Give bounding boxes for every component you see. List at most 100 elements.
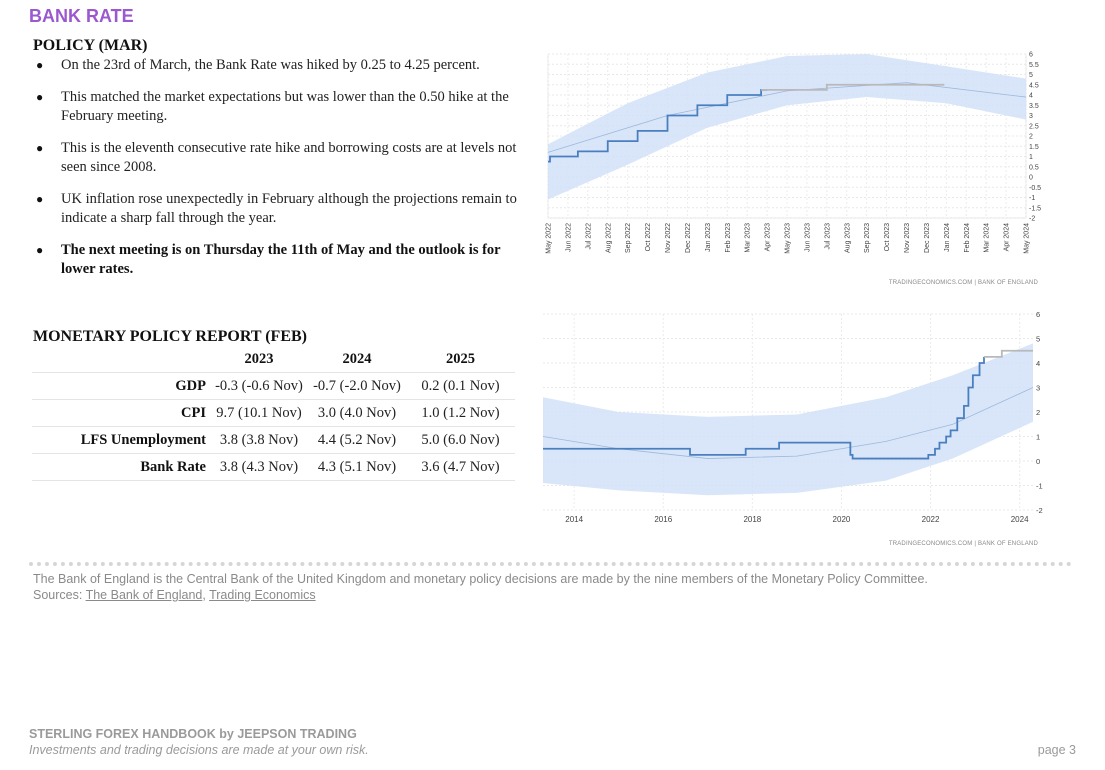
monetary-policy-table: 2023 2024 2025 GDP -0.3 (-0.6 Nov) -0.7 … bbox=[32, 349, 515, 481]
policy-bullet-list: On the 23rd of March, the Bank Rate was … bbox=[33, 56, 518, 292]
y-tick-label: 4 bbox=[1036, 359, 1040, 368]
y-tick-label: -1.5 bbox=[1029, 205, 1041, 212]
table-header-row: 2023 2024 2025 bbox=[32, 349, 515, 373]
chart-1-svg: 65.554.543.532.521.510.50-0.5-1-1.5-2May… bbox=[546, 52, 1042, 287]
table-cell: 4.4 (5.2 Nov) bbox=[308, 426, 406, 454]
chart-bank-rate-history: 6 5 4 3 2 1 0 -1 -2 2014 2016 2018 2020 2022 2024 TRADI… bbox=[538, 306, 1048, 550]
table-cell: -0.7 (-2.0 Nov) bbox=[308, 372, 406, 400]
y-tick-label: 4 bbox=[1029, 93, 1033, 100]
x-tick-label: Dec 2023 bbox=[924, 223, 931, 253]
x-tick-label: Aug 2023 bbox=[844, 223, 851, 253]
report-heading: MONETARY POLICY REPORT (FEB) bbox=[33, 328, 307, 345]
table-cell: 9.7 (10.1 Nov) bbox=[210, 399, 308, 427]
y-tick-label: -1 bbox=[1029, 195, 1035, 202]
x-tick-label: Mar 2024 bbox=[984, 223, 991, 253]
x-tick-label: Apr 2023 bbox=[765, 223, 772, 252]
x-tick-label: Sep 2023 bbox=[864, 223, 871, 253]
section-divider bbox=[29, 562, 1072, 566]
bank-rate-line bbox=[548, 88, 768, 163]
x-tick-label: Oct 2022 bbox=[645, 223, 652, 252]
table-cell: 3.8 (3.8 Nov) bbox=[210, 426, 308, 454]
source-link-trading-economics[interactable]: Trading Economics bbox=[209, 588, 316, 602]
x-tick-label: 2018 bbox=[743, 515, 761, 524]
y-tick-label: 5 bbox=[1029, 72, 1033, 79]
x-tick-label: Jun 2022 bbox=[565, 223, 572, 252]
forecast-line bbox=[761, 83, 945, 91]
chart-2-svg: 6 5 4 3 2 1 0 -1 -2 2014 2016 2018 2020 2022 2024 TRADI… bbox=[542, 310, 1043, 547]
row-label: CPI bbox=[32, 399, 210, 427]
x-tick-label: Nov 2023 bbox=[904, 223, 911, 253]
x-tick-label: May 2024 bbox=[1024, 223, 1031, 254]
x-tick-label: Jul 2022 bbox=[585, 223, 592, 250]
y-tick-label: 3 bbox=[1036, 384, 1040, 393]
y-tick-label: -2 bbox=[1036, 506, 1043, 515]
policy-bullet: On the 23rd of March, the Bank Rate was … bbox=[33, 56, 518, 75]
row-label: LFS Unemployment bbox=[32, 426, 210, 454]
x-tick-label: May 2022 bbox=[546, 223, 553, 254]
y-tick-label: 2.5 bbox=[1029, 123, 1039, 130]
table-cell: 1.0 (1.2 Nov) bbox=[406, 399, 515, 427]
trend-line bbox=[547, 82, 1027, 153]
bank-rate-line bbox=[543, 356, 985, 460]
table-cell: 5.0 (6.0 Nov) bbox=[406, 426, 515, 454]
y-tick-label: 1.5 bbox=[1029, 144, 1039, 151]
x-tick-label: Feb 2024 bbox=[964, 223, 971, 253]
y-tick-label: -2 bbox=[1029, 216, 1035, 223]
y-tick-label: -1 bbox=[1036, 482, 1043, 491]
row-label: Bank Rate bbox=[32, 453, 210, 481]
table-cell: 3.6 (4.7 Nov) bbox=[406, 453, 515, 481]
y-tick-label: 1 bbox=[1029, 154, 1033, 161]
sources-label: Sources: bbox=[33, 588, 83, 602]
table-row: LFS Unemployment 3.8 (3.8 Nov) 4.4 (5.2 … bbox=[32, 426, 515, 454]
y-tick-label: 5 bbox=[1036, 335, 1040, 344]
column-header: 2025 bbox=[406, 349, 515, 373]
policy-bullet: This matched the market expectations but… bbox=[33, 88, 518, 126]
y-tick-label: 3.5 bbox=[1029, 103, 1039, 110]
policy-bullet-next-meeting: The next meeting is on Thursday the 11th… bbox=[33, 241, 518, 279]
y-tick-label: 5.5 bbox=[1029, 62, 1039, 69]
sources-line: Sources: The Bank of England, Trading Ec… bbox=[33, 587, 928, 603]
forecast-band bbox=[543, 343, 1033, 496]
footnote: The Bank of England is the Central Bank … bbox=[33, 571, 928, 603]
row-label: GDP bbox=[32, 372, 210, 400]
policy-bullet: UK inflation rose unexpectedly in Februa… bbox=[33, 190, 518, 228]
x-tick-label: Jan 2023 bbox=[705, 223, 712, 252]
forecast-line bbox=[984, 349, 1033, 358]
x-tick-label: 2016 bbox=[654, 515, 672, 524]
y-tick-label: 1 bbox=[1036, 433, 1040, 442]
x-tick-label: Jun 2023 bbox=[804, 223, 811, 252]
forecast-band bbox=[548, 54, 1026, 200]
table-cell: 4.3 (5.1 Nov) bbox=[308, 453, 406, 481]
x-tick-label: Aug 2022 bbox=[605, 223, 612, 253]
x-tick-label: Jul 2023 bbox=[824, 223, 831, 250]
x-tick-label: May 2023 bbox=[785, 223, 792, 254]
y-tick-label: 6 bbox=[1036, 310, 1040, 319]
table-corner bbox=[32, 349, 210, 373]
x-tick-label: 2022 bbox=[922, 515, 940, 524]
y-tick-label: -0.5 bbox=[1029, 185, 1041, 192]
source-link-boe[interactable]: The Bank of England bbox=[85, 588, 203, 602]
x-tick-label: Mar 2023 bbox=[745, 223, 752, 253]
table-row: Bank Rate 3.8 (4.3 Nov) 4.3 (5.1 Nov) 3.… bbox=[32, 453, 515, 481]
x-tick-label: Apr 2024 bbox=[1004, 223, 1011, 252]
sources-separator: , bbox=[202, 588, 206, 602]
y-tick-label: 0 bbox=[1036, 457, 1040, 466]
footer-brand: STERLING FOREX HANDBOOK by JEEPSON TRADI… bbox=[29, 727, 357, 741]
y-tick-label: 0 bbox=[1029, 175, 1033, 182]
table-cell: 3.8 (4.3 Nov) bbox=[210, 453, 308, 481]
chart-bank-rate-forecast: 6 5.5 5 4.5 4 3.5 3 2.5 2 1.5 1 0.5 0 -0.5 -1 -1.5 -2 May… bbox=[538, 46, 1048, 290]
footer-disclaimer: Investments and trading decisions are ma… bbox=[29, 743, 369, 757]
column-header: 2024 bbox=[308, 349, 406, 373]
y-tick-label: 6 bbox=[1029, 52, 1033, 59]
column-header: 2023 bbox=[210, 349, 308, 373]
table-cell: -0.3 (-0.6 Nov) bbox=[210, 372, 308, 400]
source-label: TRADINGECONOMICS.COM | BANK OF ENGLAND bbox=[889, 280, 1039, 286]
x-tick-label: 2024 bbox=[1011, 515, 1029, 524]
source-label: TRADINGECONOMICS.COM | BANK OF ENGLAND bbox=[889, 541, 1039, 547]
table-row: GDP -0.3 (-0.6 Nov) -0.7 (-2.0 Nov) 0.2 … bbox=[32, 372, 515, 400]
page-number: page 3 bbox=[1037, 743, 1076, 757]
x-tick-label: 2020 bbox=[833, 515, 851, 524]
x-tick-label: Oct 2023 bbox=[884, 223, 891, 252]
x-tick-label: 2014 bbox=[565, 515, 583, 524]
x-tick-label: Feb 2023 bbox=[725, 223, 732, 253]
